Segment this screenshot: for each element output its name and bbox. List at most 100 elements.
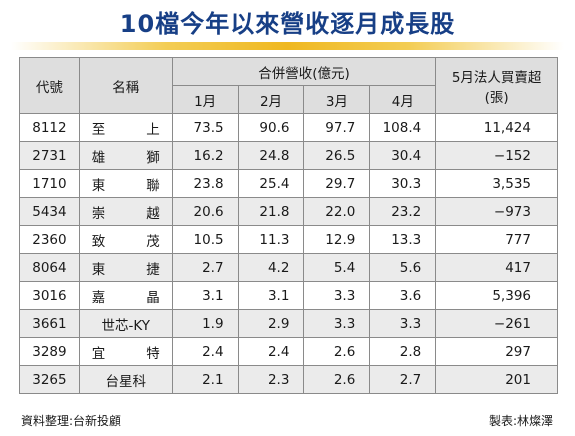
- table-row: 8112 至上 73.5 90.6 97.7 108.4 11,424: [19, 113, 558, 142]
- cell-net-buy: 5,396: [435, 281, 558, 310]
- cell-month-1: 20.6: [171, 197, 239, 226]
- header-net-buy-line2: (張): [484, 89, 509, 106]
- cell-name: 雄獅: [78, 141, 173, 170]
- cell-month-3: 97.7: [303, 113, 371, 142]
- header-code: 代號: [19, 57, 80, 114]
- cell-month-1: 2.7: [171, 253, 239, 282]
- cell-month-3: 26.5: [303, 141, 371, 170]
- cell-month-3: 3.3: [303, 281, 371, 310]
- cell-name: 崇越: [78, 197, 173, 226]
- cell-name: 世芯-KY: [78, 309, 173, 338]
- cell-month-4: 3.6: [369, 281, 437, 310]
- cell-month-4: 30.3: [369, 169, 437, 198]
- cell-month-2: 2.9: [237, 309, 305, 338]
- cell-net-buy: 777: [435, 225, 558, 254]
- cell-month-4: 23.2: [369, 197, 437, 226]
- source-note: 資料整理:台新投顧: [21, 414, 122, 428]
- stock-name: 致茂: [91, 233, 160, 250]
- cell-month-4: 108.4: [369, 113, 437, 142]
- cell-month-2: 90.6: [237, 113, 305, 142]
- cell-name: 宜特: [78, 337, 173, 366]
- table-row: 3265 台星科 2.1 2.3 2.6 2.7 201: [19, 365, 558, 394]
- table-row: 2731 雄獅 16.2 24.8 26.5 30.4 −152: [19, 141, 558, 170]
- cell-month-1: 1.9: [171, 309, 239, 338]
- cell-net-buy: 417: [435, 253, 558, 282]
- cell-month-3: 12.9: [303, 225, 371, 254]
- cell-month-3: 3.3: [303, 309, 371, 338]
- page-title: 10檔今年以來營收逐月成長股: [119, 10, 456, 38]
- header-net-buy-line1: 5月法人買賣超: [451, 69, 542, 86]
- title-divider: [11, 42, 564, 50]
- cell-code: 1710: [19, 169, 80, 198]
- cell-month-4: 5.6: [369, 253, 437, 282]
- cell-month-4: 2.7: [369, 365, 437, 394]
- cell-code: 3289: [19, 337, 80, 366]
- cell-month-3: 29.7: [303, 169, 371, 198]
- cell-month-3: 2.6: [303, 365, 371, 394]
- cell-code: 8112: [19, 113, 80, 142]
- table-row: 3661 世芯-KY 1.9 2.9 3.3 3.3 −261: [19, 309, 558, 338]
- table-row: 3289 宜特 2.4 2.4 2.6 2.8 297: [19, 337, 558, 366]
- cell-code: 8064: [19, 253, 80, 282]
- cell-code: 5434: [19, 197, 80, 226]
- cell-month-4: 13.3: [369, 225, 437, 254]
- cell-net-buy: 201: [435, 365, 558, 394]
- cell-month-2: 2.3: [237, 365, 305, 394]
- table-row: 2360 致茂 10.5 11.3 12.9 13.3 777: [19, 225, 558, 254]
- table-row: 5434 崇越 20.6 21.8 22.0 23.2 −973: [19, 197, 558, 226]
- header-name: 名稱: [78, 57, 173, 114]
- header-month-3: 3月: [303, 85, 371, 114]
- cell-month-2: 3.1: [237, 281, 305, 310]
- cell-name: 致茂: [78, 225, 173, 254]
- cell-month-1: 2.4: [171, 337, 239, 366]
- cell-month-1: 10.5: [171, 225, 239, 254]
- revenue-table: 代號 名稱 合併營收(億元) 5月法人買賣超 (張) 1月 2月 3月 4月 8…: [19, 57, 558, 394]
- table-row: 8064 東捷 2.7 4.2 5.4 5.6 417: [19, 253, 558, 282]
- stock-name: 東聯: [91, 177, 160, 194]
- stock-name: 台星科: [105, 373, 147, 390]
- cell-month-3: 2.6: [303, 337, 371, 366]
- cell-name: 東捷: [78, 253, 173, 282]
- cell-month-3: 5.4: [303, 253, 371, 282]
- header-month-2: 2月: [237, 85, 305, 114]
- stock-name: 至上: [91, 121, 160, 138]
- stock-name: 宜特: [91, 345, 160, 362]
- stock-name: 雄獅: [91, 149, 160, 166]
- header-revenue-group: 合併營收(億元): [171, 57, 437, 86]
- cell-code: 3661: [19, 309, 80, 338]
- stock-name: 東捷: [91, 261, 160, 278]
- cell-month-2: 11.3: [237, 225, 305, 254]
- cell-net-buy: −261: [435, 309, 558, 338]
- table-row: 3016 嘉晶 3.1 3.1 3.3 3.6 5,396: [19, 281, 558, 310]
- cell-month-2: 21.8: [237, 197, 305, 226]
- stock-name: 嘉晶: [91, 289, 160, 306]
- cell-code: 3265: [19, 365, 80, 394]
- cell-month-4: 30.4: [369, 141, 437, 170]
- cell-month-2: 4.2: [237, 253, 305, 282]
- cell-month-2: 25.4: [237, 169, 305, 198]
- cell-code: 2360: [19, 225, 80, 254]
- cell-month-3: 22.0: [303, 197, 371, 226]
- cell-month-1: 73.5: [171, 113, 239, 142]
- cell-net-buy: −973: [435, 197, 558, 226]
- cell-code: 2731: [19, 141, 80, 170]
- cell-month-2: 2.4: [237, 337, 305, 366]
- table-body: 8112 至上 73.5 90.6 97.7 108.4 11,424 2731 雄獅 16.2 2…: [19, 113, 558, 394]
- cell-month-1: 23.8: [171, 169, 239, 198]
- header-month-1: 1月: [171, 85, 239, 114]
- cell-name: 嘉晶: [78, 281, 173, 310]
- header-month-4: 4月: [369, 85, 437, 114]
- stock-name: 世芯-KY: [101, 317, 151, 334]
- table-row: 1710 東聯 23.8 25.4 29.7 30.3 3,535: [19, 169, 558, 198]
- cell-month-2: 24.8: [237, 141, 305, 170]
- cell-net-buy: −152: [435, 141, 558, 170]
- cell-month-4: 3.3: [369, 309, 437, 338]
- cell-month-1: 16.2: [171, 141, 239, 170]
- cell-net-buy: 11,424: [435, 113, 558, 142]
- header-net-buy: 5月法人買賣超 (張): [435, 57, 558, 114]
- cell-name: 台星科: [78, 365, 173, 394]
- cell-month-4: 2.8: [369, 337, 437, 366]
- cell-code: 3016: [19, 281, 80, 310]
- cell-month-1: 2.1: [171, 365, 239, 394]
- credit-note: 製表:林燦澤: [488, 414, 553, 428]
